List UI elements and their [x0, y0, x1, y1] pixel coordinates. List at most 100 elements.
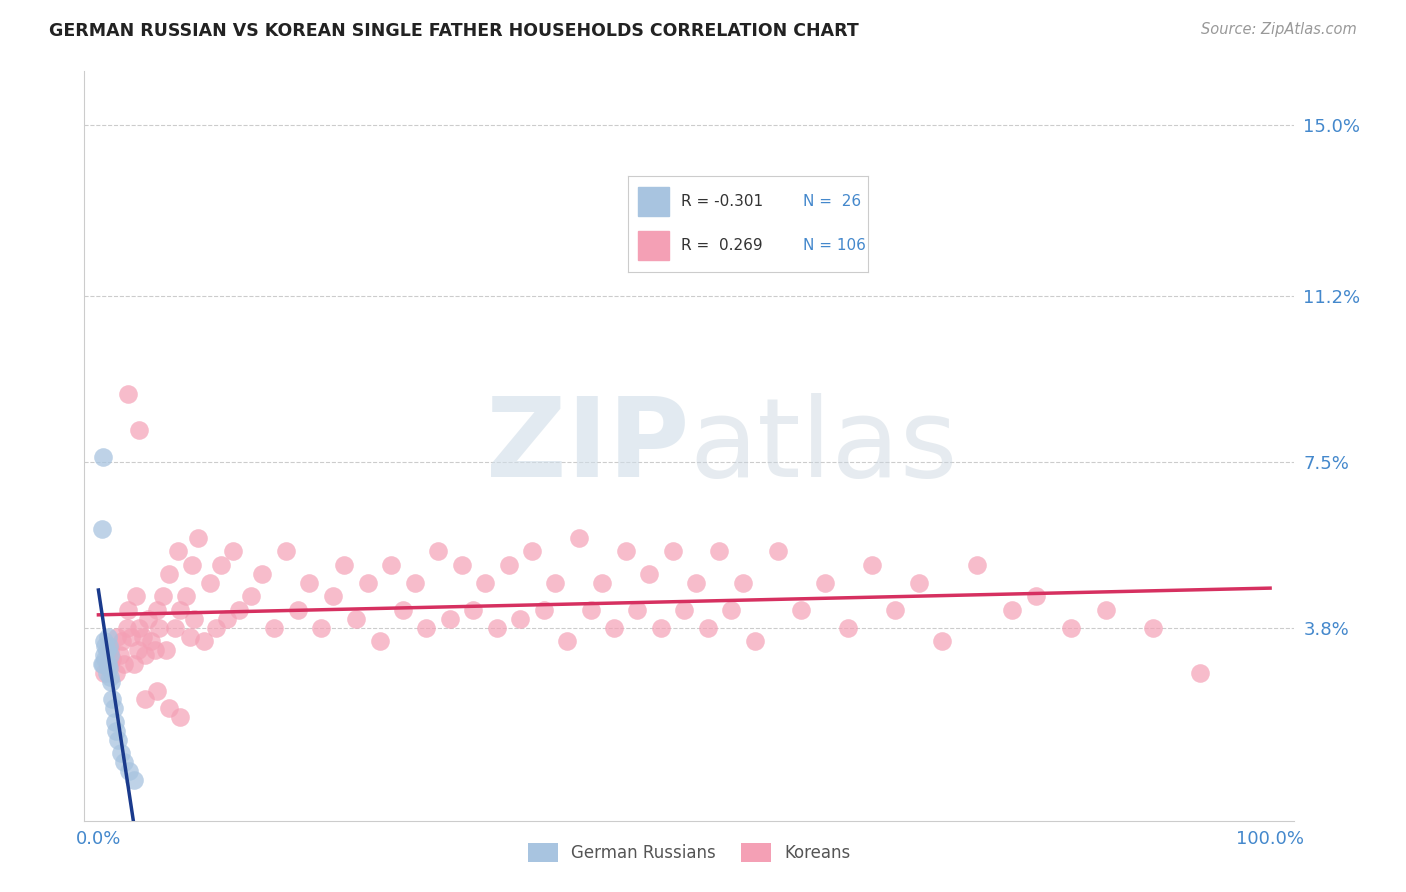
Point — [837, 621, 859, 635]
Point — [94, 639, 117, 653]
Point — [111, 634, 134, 648]
Point — [766, 544, 789, 558]
Point — [966, 558, 988, 572]
Point — [128, 423, 150, 437]
Point — [696, 621, 718, 635]
Point — [217, 612, 239, 626]
Point — [427, 544, 450, 558]
Point — [105, 630, 128, 644]
Point — [169, 710, 191, 724]
Point — [96, 643, 118, 657]
Point — [814, 575, 837, 590]
Point — [731, 575, 754, 590]
Point — [146, 603, 169, 617]
Text: N = 106: N = 106 — [803, 238, 866, 253]
Point — [884, 603, 907, 617]
Point — [544, 575, 567, 590]
Point — [108, 648, 131, 662]
Point — [93, 665, 115, 680]
Point — [97, 630, 120, 644]
Point — [117, 603, 139, 617]
Point — [568, 531, 591, 545]
Point — [112, 756, 135, 770]
Point — [907, 575, 929, 590]
Point — [1060, 621, 1083, 635]
Point — [790, 603, 813, 617]
Point — [183, 612, 205, 626]
Point — [1095, 603, 1118, 617]
Point — [309, 621, 332, 635]
Point — [141, 634, 163, 648]
Point — [152, 590, 174, 604]
Point — [122, 773, 145, 788]
Point — [148, 621, 170, 635]
Point — [322, 590, 344, 604]
Point — [91, 450, 114, 465]
Point — [211, 558, 233, 572]
Point — [498, 558, 520, 572]
Point — [533, 603, 555, 617]
Point — [103, 701, 125, 715]
Bar — [637, 187, 669, 216]
Point — [187, 531, 209, 545]
Point — [90, 657, 114, 671]
Point — [709, 544, 731, 558]
Point — [98, 648, 121, 662]
Point — [143, 643, 166, 657]
Point — [520, 544, 543, 558]
Point — [167, 544, 190, 558]
Point — [474, 575, 496, 590]
Text: Source: ZipAtlas.com: Source: ZipAtlas.com — [1201, 22, 1357, 37]
Point — [661, 544, 683, 558]
Point — [274, 544, 297, 558]
Text: R =  0.269: R = 0.269 — [681, 238, 762, 253]
Point — [110, 747, 132, 761]
Point — [357, 575, 380, 590]
Point — [98, 670, 121, 684]
Point — [134, 648, 156, 662]
Point — [96, 665, 118, 680]
Point — [90, 522, 114, 536]
Point — [263, 621, 285, 635]
Text: R = -0.301: R = -0.301 — [681, 194, 763, 210]
Text: atlas: atlas — [689, 392, 957, 500]
Point — [1025, 590, 1047, 604]
Point — [368, 634, 391, 648]
Point — [228, 603, 250, 617]
Point — [579, 603, 602, 617]
Point — [638, 566, 661, 581]
Point — [239, 590, 262, 604]
Point — [181, 558, 204, 572]
Point — [115, 621, 138, 635]
Point — [94, 652, 117, 666]
Point — [485, 621, 508, 635]
Legend: German Russians, Koreans: German Russians, Koreans — [522, 836, 856, 869]
Point — [107, 732, 129, 747]
Point — [155, 643, 177, 657]
Point — [112, 657, 135, 671]
Point — [98, 661, 120, 675]
Point — [193, 634, 215, 648]
Point — [128, 621, 150, 635]
Point — [415, 621, 437, 635]
Point — [122, 657, 145, 671]
Point — [174, 590, 197, 604]
Point — [463, 603, 485, 617]
Point — [97, 657, 120, 671]
Point — [1001, 603, 1024, 617]
Point — [136, 612, 159, 626]
Point — [287, 603, 309, 617]
Point — [439, 612, 461, 626]
Point — [101, 652, 124, 666]
Point — [626, 603, 648, 617]
Point — [101, 692, 124, 706]
Point — [100, 674, 122, 689]
Point — [163, 621, 186, 635]
Point — [105, 665, 127, 680]
Point — [931, 634, 953, 648]
Point — [132, 630, 155, 644]
Point — [333, 558, 356, 572]
Point — [450, 558, 472, 572]
Point — [860, 558, 883, 572]
Point — [104, 714, 127, 729]
